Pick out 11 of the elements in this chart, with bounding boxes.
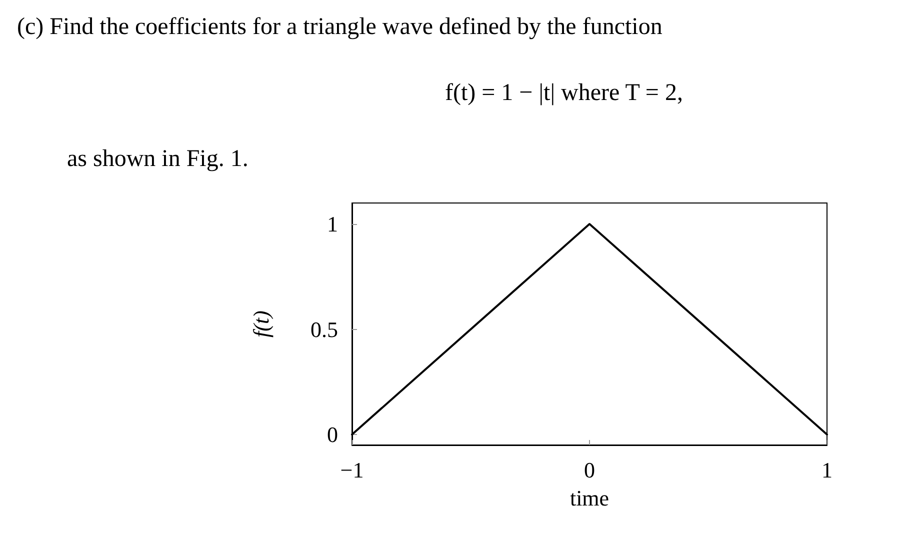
- x-tick-label: −1: [340, 458, 364, 482]
- x-tick-label: 1: [822, 458, 832, 482]
- chart-title: (c) Find the coefficients for a triangle wave defined by the function: [17, 14, 662, 40]
- chart-subtitle: f(t) = 1 − |t| where T = 2,: [445, 80, 683, 106]
- y-tick-label: 0.5: [310, 316, 338, 342]
- y-tick-label: 1: [327, 212, 338, 237]
- x-axis-title: time: [570, 486, 610, 510]
- x-tick-label: 0: [584, 458, 595, 482]
- y-tick-label: 0: [327, 422, 338, 447]
- text: as shown in Fig. 1.: [67, 146, 248, 172]
- y-axis-title: f(t): [248, 310, 274, 338]
